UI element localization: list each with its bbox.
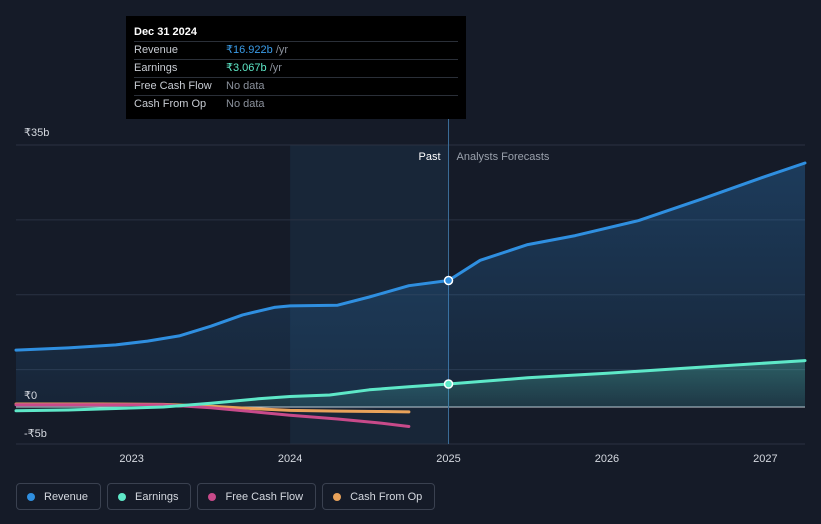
legend-label: Free Cash Flow [225,490,304,503]
tooltip-unit: /yr [272,44,289,56]
earnings-line [14,359,807,413]
tooltip-row-revenue: Revenue ₹16.922b /yr [134,41,458,59]
tooltip-date: Dec 31 2024 [134,26,197,38]
legend-dot-icon [333,492,342,501]
chart-legend: Revenue Earnings Free Cash Flow Cash Fro… [16,483,436,510]
x-tick-label: 2025 [436,453,460,465]
y-tick-label: ₹0 [24,390,37,402]
legend-label: Revenue [44,490,89,503]
earnings-area [16,360,805,411]
tooltip-value: ₹3.067b [226,62,267,74]
x-tick-label: 2026 [595,453,619,465]
past-label: Past [419,151,441,163]
tooltip-label: Cash From Op [134,98,207,110]
tooltip-label: Free Cash Flow [134,80,212,92]
tooltip-label: Revenue [134,44,179,56]
tooltip-row-earnings: Earnings ₹3.067b /yr [134,59,458,77]
earnings-marker [443,379,454,389]
legend-item-cash-from-op[interactable]: Cash From Op [322,483,436,510]
x-tick-label: 2024 [278,453,302,465]
legend-label: Earnings [135,490,179,503]
revenue-line [14,161,807,352]
tooltip-row-cash-from-op: Cash From Op No data [134,95,458,113]
revenue-area [16,163,805,407]
legend-item-revenue[interactable]: Revenue [16,483,102,510]
legend-dot-icon [118,492,127,501]
tooltip-value: ₹16.922b [226,44,273,56]
chart-tooltip: Dec 31 2024 Revenue ₹16.922b /yr Earning… [126,16,466,119]
tooltip-value: No data [226,80,265,92]
x-tick-label: 2027 [753,453,777,465]
y-tick-label: -₹5b [24,428,47,440]
tooltip-label: Earnings [134,62,178,74]
tooltip-unit: /yr [266,62,282,74]
legend-item-earnings[interactable]: Earnings [107,483,192,510]
legend-dot-icon [208,492,217,501]
legend-label: Cash From Op [350,490,423,503]
revenue-marker [443,275,454,286]
legend-dot-icon [27,492,35,501]
tooltip-value: No data [226,98,265,110]
free-cash-flow-line [14,403,411,428]
tooltip-row-free-cash-flow: Free Cash Flow No data [134,77,458,95]
y-tick-label: ₹35b [24,127,49,139]
x-tick-label: 2023 [119,453,143,465]
legend-item-free-cash-flow[interactable]: Free Cash Flow [197,483,317,510]
forecast-label: Analysts Forecasts [457,151,550,163]
